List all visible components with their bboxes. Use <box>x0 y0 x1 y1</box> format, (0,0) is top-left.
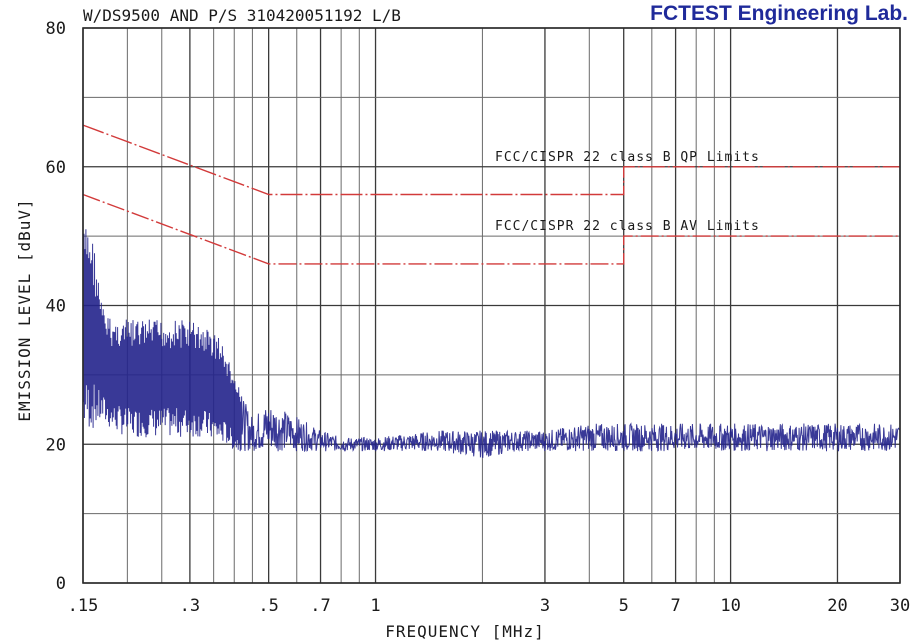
x-tick-label: .7 <box>310 596 330 616</box>
limit-lines <box>82 124 900 265</box>
limit-line <box>82 124 900 196</box>
y-tick-label: 40 <box>46 297 66 317</box>
x-tick-label: .3 <box>180 596 200 616</box>
limit-label-av: FCC/CISPR 22 class B AV Limits <box>495 219 760 234</box>
x-tick-label: 7 <box>670 596 680 616</box>
limit-line <box>82 193 900 265</box>
chart-title: W/DS9500 AND P/S 310420051192 L/B <box>83 6 401 25</box>
x-tick-label: 30 <box>890 596 910 616</box>
y-tick-label: 80 <box>46 19 66 39</box>
y-tick-label: 20 <box>46 435 66 455</box>
x-tick-label: .5 <box>258 596 278 616</box>
plot-border <box>82 27 901 584</box>
x-tick-label: .15 <box>68 596 99 616</box>
plot-frame <box>82 27 901 584</box>
emission-trace-line <box>82 229 900 459</box>
y-tick-label: 0 <box>56 574 66 594</box>
y-axis-title: EMISSION LEVEL [dBuV] <box>15 198 34 421</box>
tick-labels: .15 .3 .5 .7 1 3 5 7 10 20 30 0 20 40 60 80 <box>46 19 911 616</box>
x-tick-label: 3 <box>540 596 550 616</box>
lab-title: FCTEST Engineering Lab. <box>650 2 908 25</box>
x-axis-title: FREQUENCY [MHz] <box>385 622 545 641</box>
x-tick-label: 20 <box>827 596 847 616</box>
limit-label-qp: FCC/CISPR 22 class B QP Limits <box>495 150 760 165</box>
x-tick-label: 1 <box>370 596 380 616</box>
x-tick-label: 10 <box>720 596 740 616</box>
grid <box>82 27 901 584</box>
y-tick-label: 60 <box>46 158 66 178</box>
emission-trace <box>82 229 900 459</box>
x-tick-label: 5 <box>619 596 629 616</box>
